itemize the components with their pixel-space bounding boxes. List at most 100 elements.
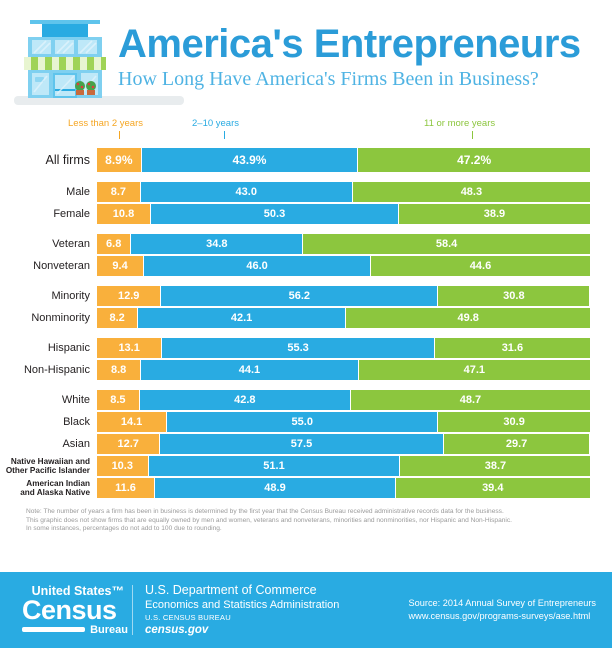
bar-segment-2-10-years: 42.8: [139, 390, 350, 410]
bar-segment-less-than-2-years: 11.6: [97, 478, 154, 498]
page-title: America's Entrepreneurs: [118, 22, 581, 66]
row-label-line: Asian: [62, 437, 90, 450]
bar-value-label: 57.5: [290, 438, 313, 450]
chart-row: All firms 8.9% 43.9% 47.2%: [0, 148, 612, 172]
bar-segment-11-or-more-years: 48.3: [352, 182, 590, 202]
bar-segment-2-10-years: 34.8: [131, 234, 303, 254]
bar-value-label: 48.9: [264, 482, 286, 494]
header: America's Entrepreneurs How Long Have Am…: [0, 0, 612, 118]
bar-value-label: 34.8: [206, 238, 228, 250]
bar-segment-2-10-years: 57.5: [160, 434, 443, 454]
bar-value-label: 55.0: [291, 416, 313, 428]
chart-row: Native Hawaiian and Other Pacific Islande…: [0, 456, 612, 476]
bar-value-label: 8.9%: [105, 153, 133, 167]
chart-row: Male 8.7 43.0 48.3: [0, 182, 612, 202]
logo-bureau: Bureau: [90, 623, 128, 636]
bar-segment-11-or-more-years: 31.6: [434, 338, 590, 358]
bar-track: 8.8 44.1 47.1: [97, 360, 612, 380]
census-logo: United States™ Census Bureau: [0, 584, 128, 636]
chart-row: Black 14.1 55.0 30.9: [0, 412, 612, 432]
source-url[interactable]: www.census.gov/programs-surveys/ase.html: [408, 611, 591, 621]
bar-group: Male 8.7 43.0 48.3 Female 10.8 50.3 38.9: [0, 182, 612, 224]
legend-tick: [119, 131, 120, 139]
row-label-line: Other Pacific Islander: [5, 466, 90, 475]
row-label: Minority: [0, 286, 97, 306]
row-label: Native Hawaiian and Other Pacific Islande…: [0, 456, 97, 476]
bar-value-label: 48.7: [459, 394, 482, 406]
agency-website[interactable]: census.gov: [145, 623, 209, 636]
bar-segment-less-than-2-years: 9.4: [97, 256, 144, 276]
bar-segment-less-than-2-years: 8.9%: [97, 148, 141, 172]
row-label-line: and Alaska Native: [20, 488, 90, 497]
agency-administration: Economics and Statistics Administration: [145, 598, 340, 611]
bar-value-label: 30.8: [503, 290, 525, 302]
bar-value-label: 8.5: [110, 394, 126, 406]
bar-value-label: 58.4: [435, 238, 458, 250]
bar-value-label: 12.9: [117, 290, 140, 302]
bar-segment-11-or-more-years: 30.9: [438, 412, 590, 432]
row-label: Nonminority: [0, 308, 97, 328]
bar-value-label: 8.7: [110, 186, 126, 198]
bar-value-label: 38.7: [484, 460, 507, 472]
row-label: American Indian and Alaska Native: [0, 478, 97, 498]
legend-label: 2–10 years: [192, 118, 240, 129]
logo-rule: [22, 627, 86, 632]
bar-value-label: 48.3: [460, 186, 483, 198]
bar-value-label: 50.3: [263, 208, 286, 220]
row-label: All firms: [0, 148, 97, 172]
agency-block: U.S. Department of Commerce Economics an…: [145, 583, 339, 638]
footnote-line-1: Note: The number of years a firm has bee…: [26, 508, 504, 515]
row-label: Nonveteran: [0, 256, 97, 276]
row-label-line: White: [61, 393, 90, 406]
bar-segment-less-than-2-years: 6.8: [97, 234, 131, 254]
legend-tick: [224, 131, 225, 139]
bar-value-label: 43.0: [235, 186, 257, 198]
bar-group: All firms 8.9% 43.9% 47.2%: [0, 148, 612, 172]
bar-value-label: 13.1: [118, 342, 140, 354]
bar-segment-11-or-more-years: 44.6: [371, 256, 590, 276]
bar-segment-11-or-more-years: 30.8: [438, 286, 590, 306]
row-label: Female: [0, 204, 97, 224]
storefront-icon: [16, 18, 114, 100]
logo-census: Census: [22, 594, 117, 625]
chart-row: White 8.5 42.8 48.7: [0, 390, 612, 410]
bar-segment-11-or-more-years: 58.4: [303, 234, 590, 254]
footer: United States™ Census Bureau U.S. Depart…: [0, 572, 612, 648]
logo-rule-row: Bureau: [22, 624, 128, 636]
bar-track: 6.8 34.8 58.4: [97, 234, 612, 254]
bar-value-label: 49.8: [457, 312, 479, 324]
logo-united-states: United States™: [22, 584, 128, 597]
legend-label: 11 or more years: [424, 118, 496, 129]
bar-value-label: 10.8: [112, 208, 135, 220]
bar-group: Veteran 6.8 34.8 58.4 Nonveteran 9.4 46.0 44.6: [0, 234, 612, 276]
bar-track: 8.9% 43.9% 47.2%: [97, 148, 612, 172]
bar-group: Hispanic 13.1 55.3 31.6 Non-Hispanic 8.8 44.1 4…: [0, 338, 612, 380]
bar-track: 10.8 50.3 38.9: [97, 204, 612, 224]
bar-segment-less-than-2-years: 10.3: [97, 456, 148, 476]
page-subtitle: How Long Have America's Firms Been in Bu…: [118, 68, 539, 90]
row-label-line: Minority: [51, 289, 90, 302]
chart-row: Hispanic 13.1 55.3 31.6: [0, 338, 612, 358]
chart-row: Non-Hispanic 8.8 44.1 47.1: [0, 360, 612, 380]
row-label-line: American Indian: [26, 479, 90, 488]
row-label-line: Female: [53, 207, 90, 220]
bar-value-label: 12.7: [117, 438, 139, 450]
bar-segment-2-10-years: 50.3: [151, 204, 398, 224]
bar-value-label: 30.9: [503, 416, 525, 428]
row-label-line: Non-Hispanic: [23, 363, 90, 376]
bar-value-label: 29.7: [505, 438, 528, 450]
legend-item-2-10-years: 2–10 years: [192, 118, 240, 139]
agency-bureau: U.S. CENSUS BUREAU: [145, 612, 231, 622]
bar-value-label: 8.2: [109, 312, 125, 324]
bar-track: 12.9 56.2 30.8: [97, 286, 612, 306]
row-label: Non-Hispanic: [0, 360, 97, 380]
bar-segment-2-10-years: 51.1: [148, 456, 400, 476]
bar-value-label: 42.1: [230, 312, 253, 324]
bar-segment-11-or-more-years: 38.9: [398, 204, 590, 224]
bar-segment-11-or-more-years: 49.8: [345, 308, 591, 328]
bar-segment-11-or-more-years: 47.2%: [358, 148, 590, 172]
bar-value-label: 44.6: [469, 260, 492, 272]
row-label-line: Black: [63, 415, 90, 428]
bar-segment-2-10-years: 56.2: [161, 286, 438, 306]
